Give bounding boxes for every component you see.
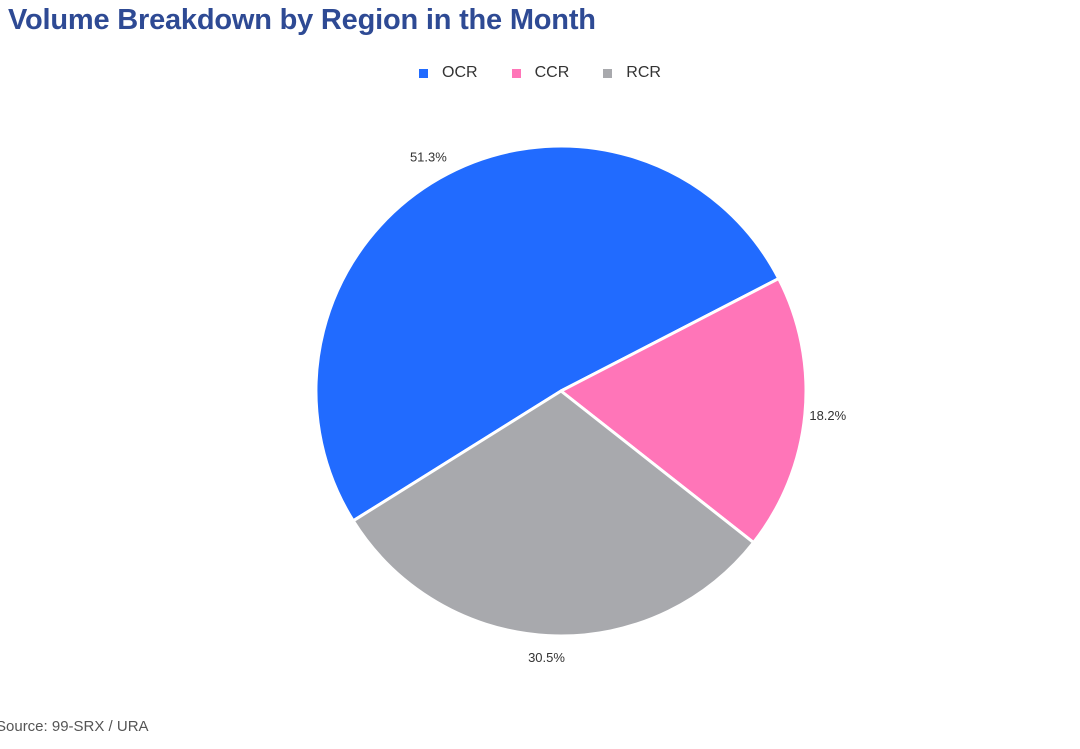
chart-legend: OCR CCR RCR <box>0 64 1080 82</box>
pie-label-ccr: 18.2% <box>809 408 846 423</box>
chart-title: Volume Breakdown by Region in the Month <box>8 4 596 36</box>
pie-label-ocr: 51.3% <box>410 150 447 165</box>
pie-slice-rcr[interactable] <box>351 389 756 638</box>
legend-label-ccr: CCR <box>534 64 570 81</box>
legend-label-ocr: OCR <box>442 64 478 81</box>
pie-label-rcr: 30.5% <box>528 650 565 665</box>
legend-swatch-ccr <box>511 68 521 78</box>
legend-swatch-ocr <box>419 68 429 78</box>
source-note: Source: 99-SRX / URA <box>0 718 149 735</box>
legend-swatch-rcr <box>603 68 613 78</box>
pie-slice-ccr[interactable] <box>559 277 808 545</box>
legend-label-rcr: RCR <box>626 64 661 81</box>
legend-item-rcr[interactable]: RCR <box>603 64 661 82</box>
pie-slice-ocr[interactable] <box>314 144 781 523</box>
legend-item-ccr[interactable]: CCR <box>511 64 570 82</box>
legend-item-ocr[interactable]: OCR <box>419 64 478 82</box>
